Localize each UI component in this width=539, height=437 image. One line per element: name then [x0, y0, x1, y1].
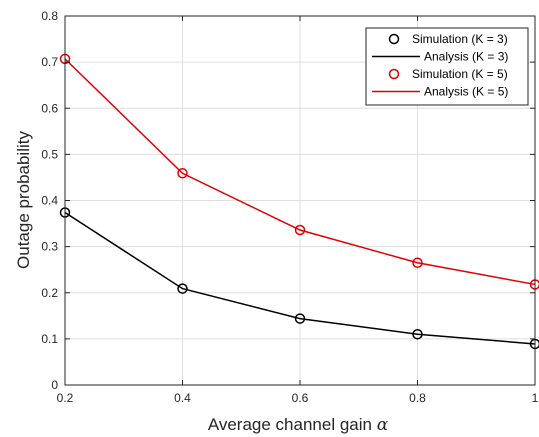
axis-ticks: 0.2 0.4 0.6 0.8 1 0 0.1 0.2 0.3 0.4 0.5 0.6 0.7 0.8 — [41, 9, 538, 405]
y-tick-label: 0.3 — [41, 240, 58, 254]
data-point-marker — [294, 224, 306, 236]
data-point-marker — [177, 168, 188, 179]
legend-marker — [388, 68, 400, 80]
y-tick-label: 0.8 — [41, 9, 58, 23]
y-axis-label: Outage probability — [14, 131, 33, 269]
legend-marker — [388, 33, 400, 45]
legend-items: Simulation (K = 3) Analysis (K = 3) Simula… — [372, 32, 508, 99]
x-axis-label: Average channel gain α — [208, 415, 389, 435]
x-tick-label: 0.6 — [292, 391, 309, 405]
x-tick-label: 1 — [532, 391, 539, 405]
y-tick-label: 0 — [51, 378, 58, 392]
plot-series — [59, 53, 539, 350]
y-tick-label: 0.6 — [41, 101, 58, 115]
data-point-marker — [412, 329, 423, 340]
legend-label: Simulation (K = 3) — [412, 32, 508, 46]
legend-label: Analysis (K = 5) — [424, 85, 508, 99]
x-tick-label: 0.4 — [174, 391, 191, 405]
legend: Simulation (K = 3) Analysis (K = 3) Simula… — [365, 27, 529, 106]
legend-label: Simulation (K = 5) — [412, 67, 508, 81]
series-line — [64, 211, 536, 345]
series-line — [64, 58, 536, 286]
x-tick-label: 0.2 — [57, 391, 74, 405]
legend-label: Analysis (K = 3) — [424, 50, 508, 64]
x-tick-label: 0.8 — [409, 391, 426, 405]
y-tick-label: 0.7 — [41, 55, 58, 69]
data-point-marker — [177, 283, 188, 294]
y-tick-label: 0.1 — [41, 332, 58, 346]
x-axis-label-symbol: α — [377, 415, 389, 435]
y-tick-label: 0.5 — [41, 147, 58, 161]
y-tick-label: 0.2 — [41, 286, 58, 300]
data-point-marker — [294, 313, 306, 324]
y-tick-label: 0.4 — [41, 194, 58, 208]
data-point-marker — [412, 257, 423, 269]
